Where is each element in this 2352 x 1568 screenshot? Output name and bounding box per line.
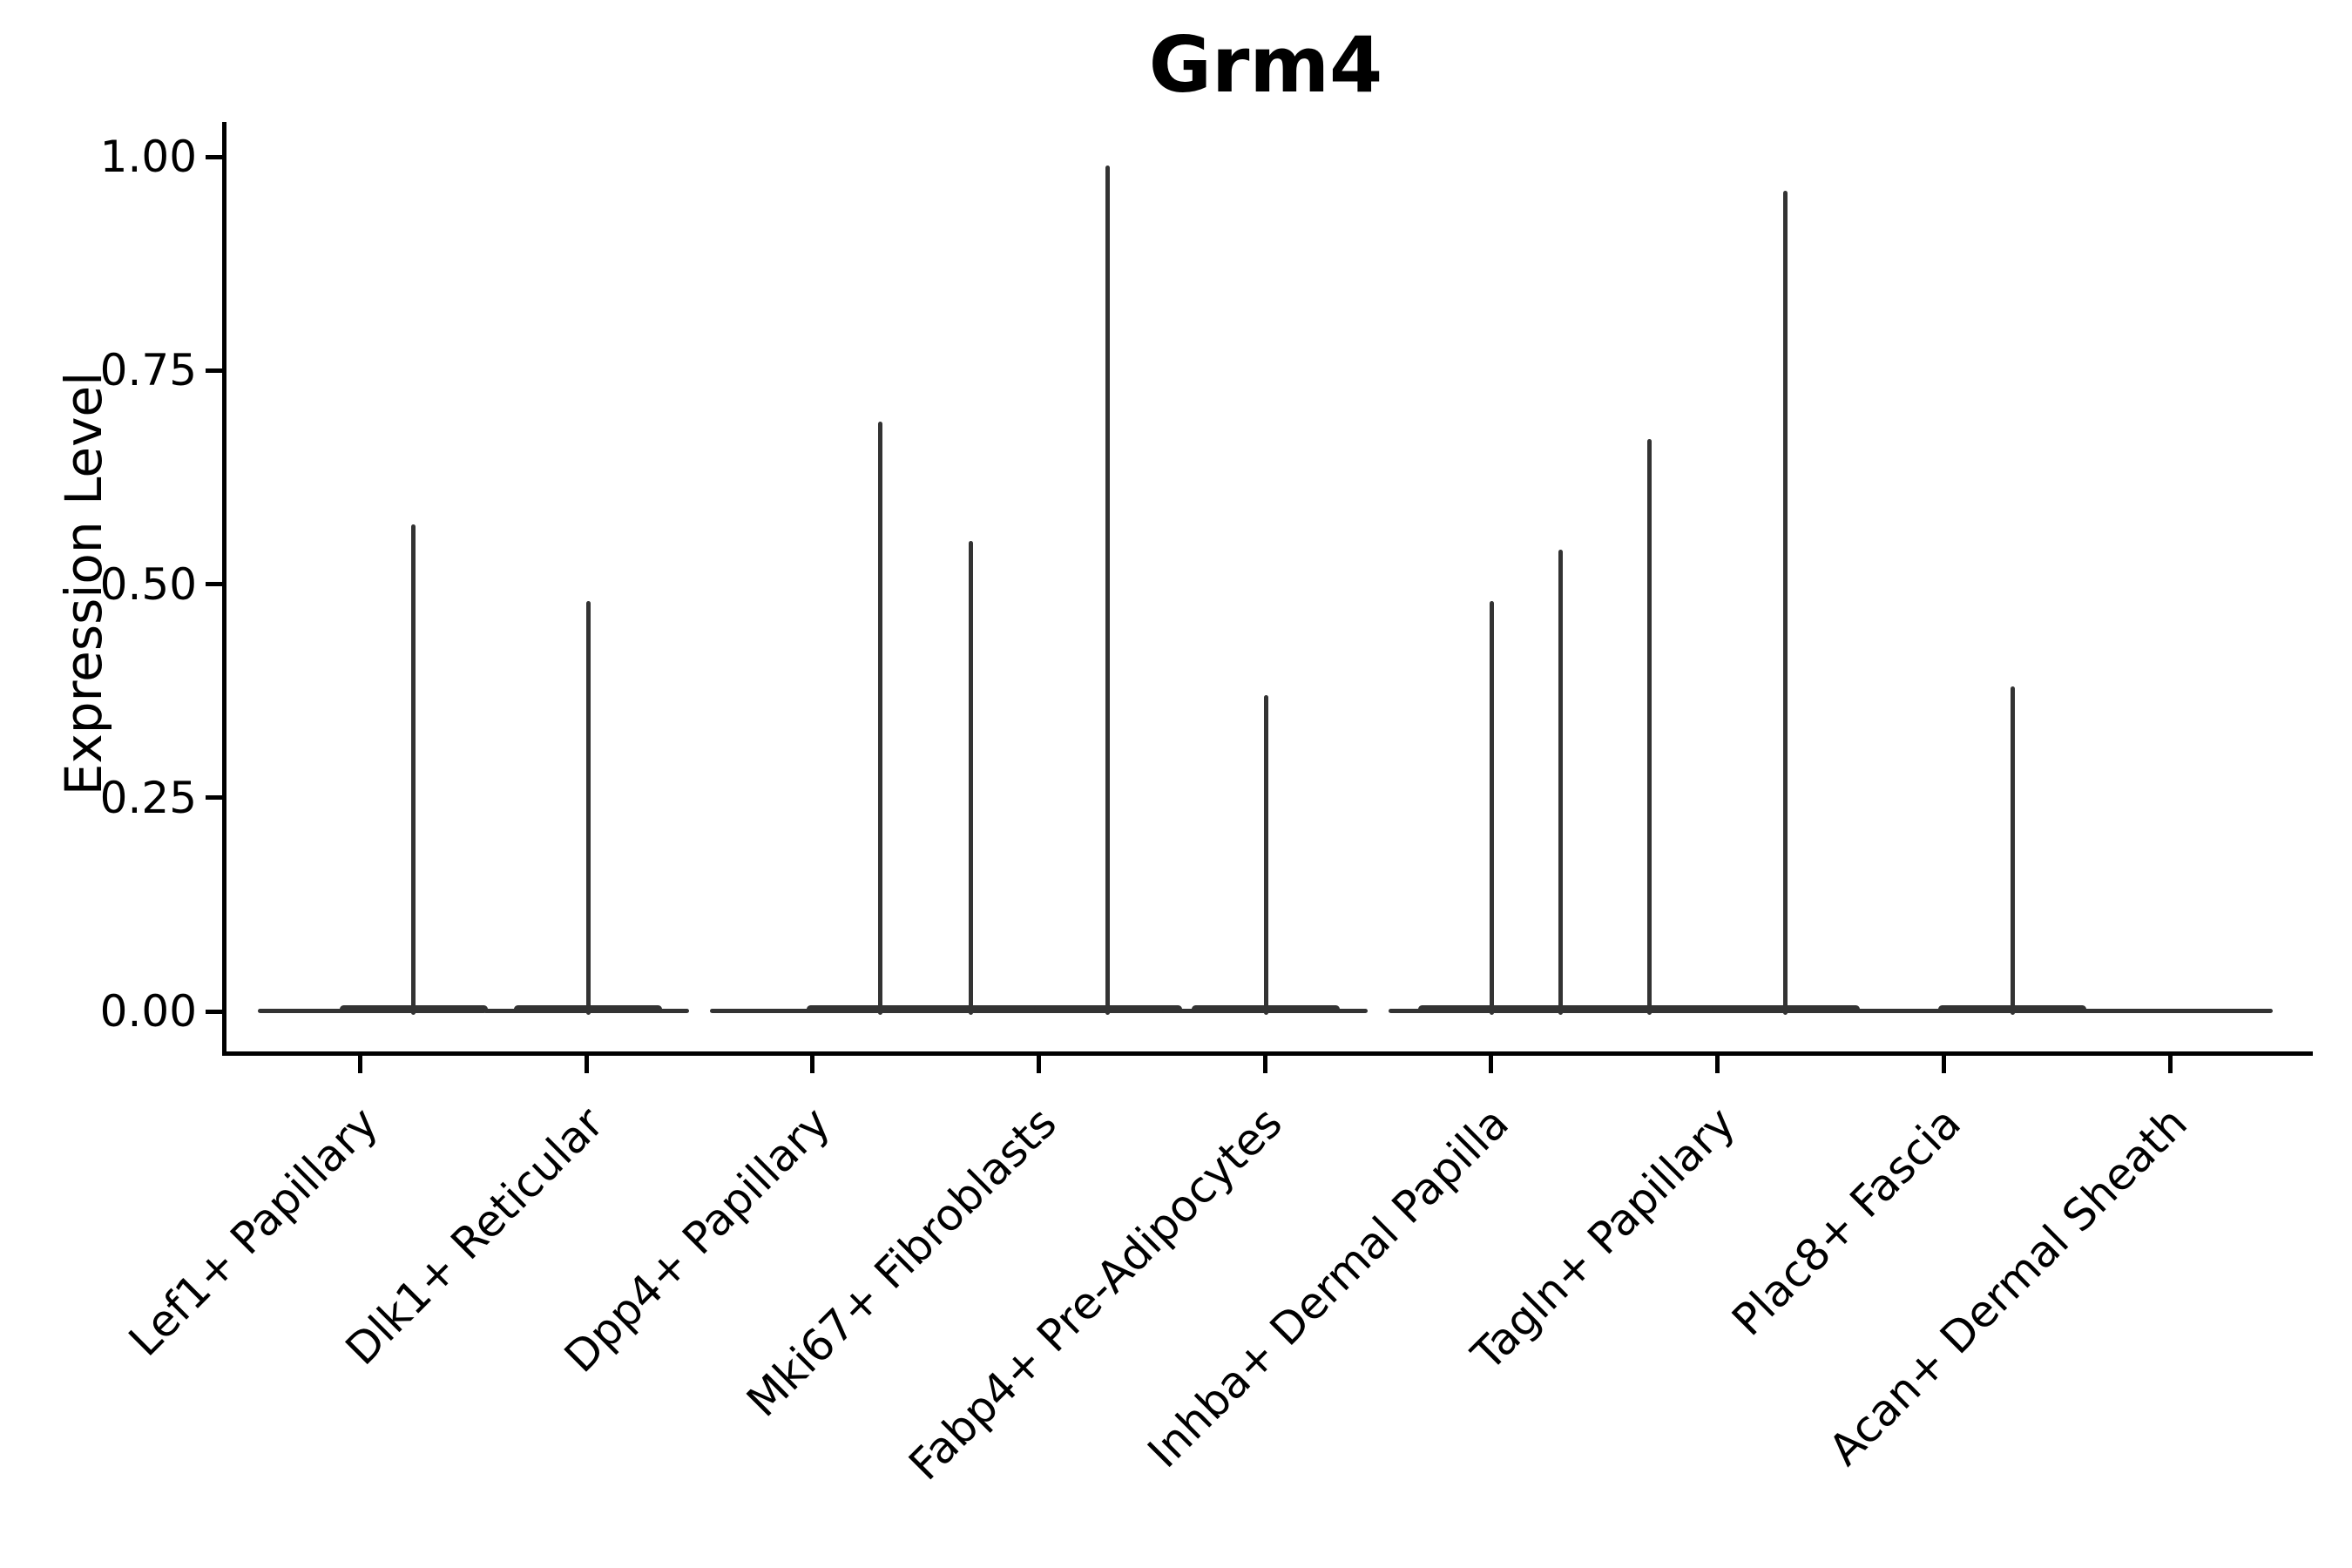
y-tick-mark [206,368,222,373]
violin-spike [1263,695,1268,1015]
violin-spike [1490,601,1495,1015]
x-tick-mark [1941,1056,1946,1073]
y-tick-label: 1.00 [99,132,197,182]
x-tick-mark [1037,1056,1042,1073]
y-tick-label: 0.50 [99,558,197,610]
y-tick-mark [206,582,222,586]
violin-spike [1105,165,1111,1015]
violin-spike [1783,191,1788,1015]
y-tick-label: 0.00 [99,986,197,1037]
y-tick-mark [206,795,222,801]
x-tick-mark [358,1056,362,1073]
y-axis-spine [222,122,226,1056]
x-tick-mark [584,1056,589,1073]
chart-title: Grm4 [1148,20,1383,110]
violin-spike [878,422,883,1015]
violin-spike [1647,438,1652,1015]
x-tick-mark [2167,1056,2173,1073]
y-tick-label: 0.25 [99,772,197,823]
violin-spike [411,524,416,1015]
x-axis-spine [222,1051,2313,1056]
y-tick-label: 0.75 [99,345,197,396]
violin-spike [969,541,974,1015]
x-tick-mark [1715,1056,1720,1073]
violin-baseline [2067,1009,2273,1013]
x-tick-mark [1489,1056,1494,1073]
violin-spike [2010,686,2015,1015]
violin-spike [1558,550,1564,1015]
violin-spike [585,601,591,1015]
x-tick-mark [810,1056,815,1073]
y-tick-mark [206,154,222,159]
x-tick-mark [1262,1056,1267,1073]
y-tick-mark [206,1009,222,1014]
